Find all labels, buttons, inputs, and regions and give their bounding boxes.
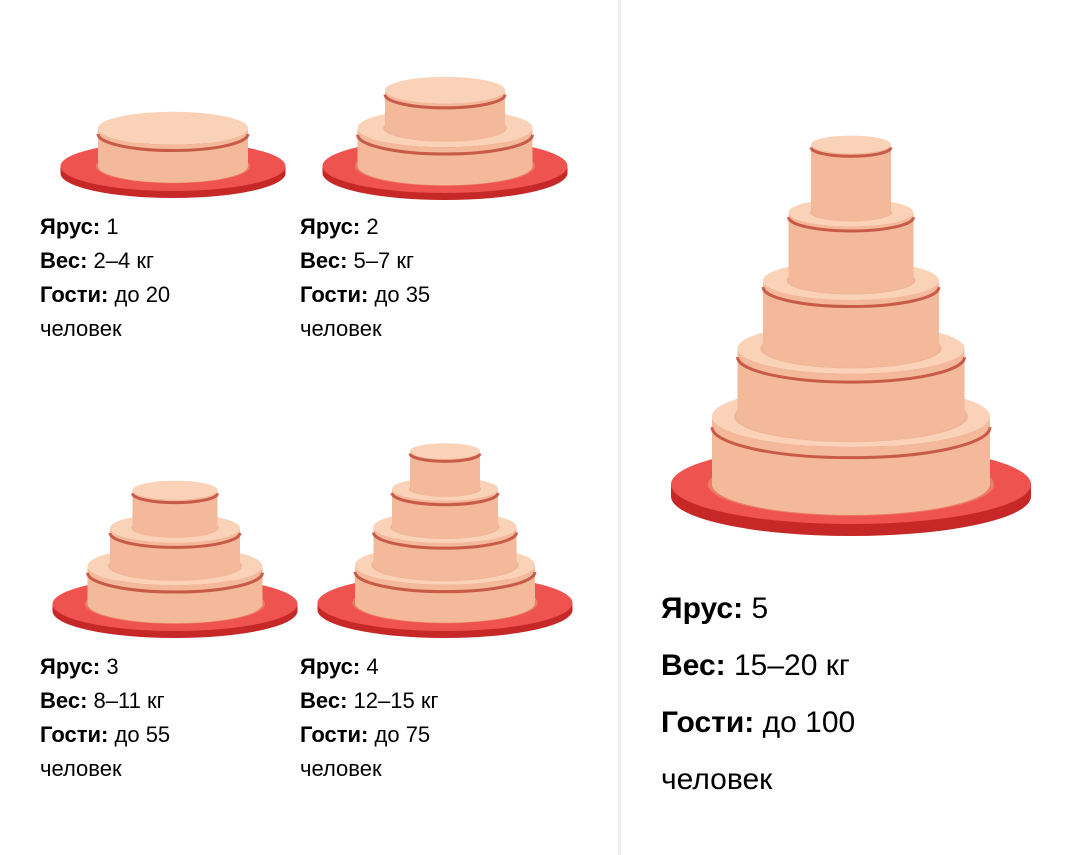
label-people: человек — [40, 316, 122, 341]
value-guests: до 35 — [375, 282, 431, 307]
cake-tier3-svg — [50, 405, 300, 640]
value-weight: 15–20 кг — [734, 649, 850, 682]
label-guests: Гости: — [40, 282, 108, 307]
value-tiers: 1 — [106, 214, 118, 239]
value-guests: до 100 — [763, 706, 856, 739]
cake-tier5 — [666, 48, 1036, 538]
value-weight: 5–7 кг — [354, 248, 414, 273]
label-people: человек — [300, 756, 382, 781]
cake-tier3-info: Ярус: 3 Вес: 8–11 кг Гости: до 55 челове… — [40, 650, 170, 786]
label-tiers: Ярус: — [40, 654, 100, 679]
cake-tier4 — [315, 380, 575, 640]
label-tiers: Ярус: — [661, 592, 743, 625]
value-tiers: 5 — [751, 592, 768, 625]
value-weight: 8–11 кг — [94, 688, 165, 713]
cake-tier5-info: Ярус: 5 Вес: 15–20 кг Гости: до 100 чело… — [661, 580, 855, 808]
value-guests: до 20 — [115, 282, 171, 307]
value-weight: 12–15 кг — [354, 688, 439, 713]
label-tiers: Ярус: — [300, 214, 360, 239]
label-guests: Гости: — [300, 722, 368, 747]
label-weight: Вес: — [661, 649, 726, 682]
cake-tier3 — [50, 405, 300, 640]
cake-tier1-svg — [58, 30, 288, 200]
cake-tier4-info: Ярус: 4 Вес: 12–15 кг Гости: до 75 челов… — [300, 650, 438, 786]
label-people: человек — [661, 763, 772, 796]
label-weight: Вес: — [40, 248, 87, 273]
cake-tier4-svg — [315, 380, 575, 640]
label-weight: Вес: — [300, 688, 347, 713]
cake-tier2-info: Ярус: 2 Вес: 5–7 кг Гости: до 35 человек — [300, 210, 430, 346]
cake-tier1 — [58, 30, 288, 200]
label-weight: Вес: — [40, 688, 87, 713]
cake-tier2-svg — [320, 7, 570, 202]
label-tiers: Ярус: — [40, 214, 100, 239]
value-tiers: 2 — [366, 214, 378, 239]
label-people: человек — [40, 756, 122, 781]
cake-tier5-svg — [666, 48, 1036, 538]
value-guests: до 75 — [375, 722, 431, 747]
cake-tier1-info: Ярус: 1 Вес: 2–4 кг Гости: до 20 человек — [40, 210, 170, 346]
label-tiers: Ярус: — [300, 654, 360, 679]
value-weight: 2–4 кг — [94, 248, 154, 273]
value-guests: до 55 — [115, 722, 171, 747]
label-guests: Гости: — [300, 282, 368, 307]
label-people: человек — [300, 316, 382, 341]
value-tiers: 4 — [366, 654, 378, 679]
label-guests: Гости: — [661, 706, 754, 739]
label-guests: Гости: — [40, 722, 108, 747]
cake-tier2 — [320, 7, 570, 202]
value-tiers: 3 — [106, 654, 118, 679]
label-weight: Вес: — [300, 248, 347, 273]
